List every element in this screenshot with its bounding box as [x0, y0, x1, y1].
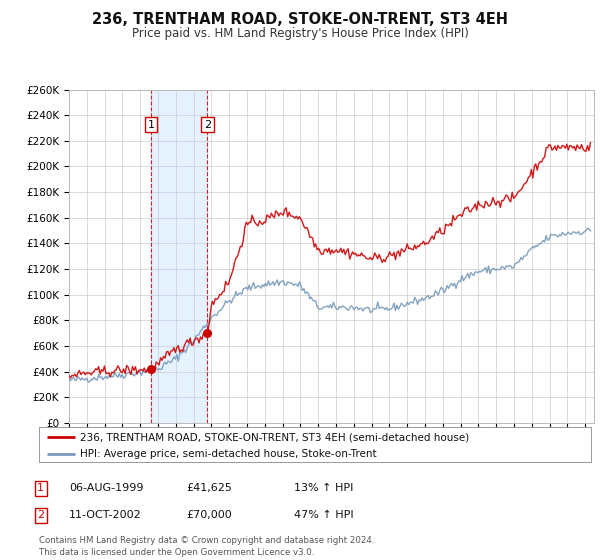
Text: 1: 1 — [148, 120, 154, 129]
Text: Contains HM Land Registry data © Crown copyright and database right 2024.
This d: Contains HM Land Registry data © Crown c… — [39, 536, 374, 557]
Text: £70,000: £70,000 — [186, 510, 232, 520]
Text: 236, TRENTHAM ROAD, STOKE-ON-TRENT, ST3 4EH: 236, TRENTHAM ROAD, STOKE-ON-TRENT, ST3 … — [92, 12, 508, 27]
Text: 06-AUG-1999: 06-AUG-1999 — [69, 483, 143, 493]
Text: 47% ↑ HPI: 47% ↑ HPI — [294, 510, 353, 520]
Bar — [151, 90, 208, 423]
Text: Price paid vs. HM Land Registry's House Price Index (HPI): Price paid vs. HM Land Registry's House … — [131, 27, 469, 40]
Text: 2: 2 — [37, 510, 44, 520]
Text: 1: 1 — [37, 483, 44, 493]
Text: 236, TRENTHAM ROAD, STOKE-ON-TRENT, ST3 4EH (semi-detached house): 236, TRENTHAM ROAD, STOKE-ON-TRENT, ST3 … — [80, 432, 470, 442]
Text: £41,625: £41,625 — [186, 483, 232, 493]
Text: 2: 2 — [204, 120, 211, 129]
Text: 13% ↑ HPI: 13% ↑ HPI — [294, 483, 353, 493]
Text: HPI: Average price, semi-detached house, Stoke-on-Trent: HPI: Average price, semi-detached house,… — [80, 449, 377, 459]
Text: 11-OCT-2002: 11-OCT-2002 — [69, 510, 142, 520]
